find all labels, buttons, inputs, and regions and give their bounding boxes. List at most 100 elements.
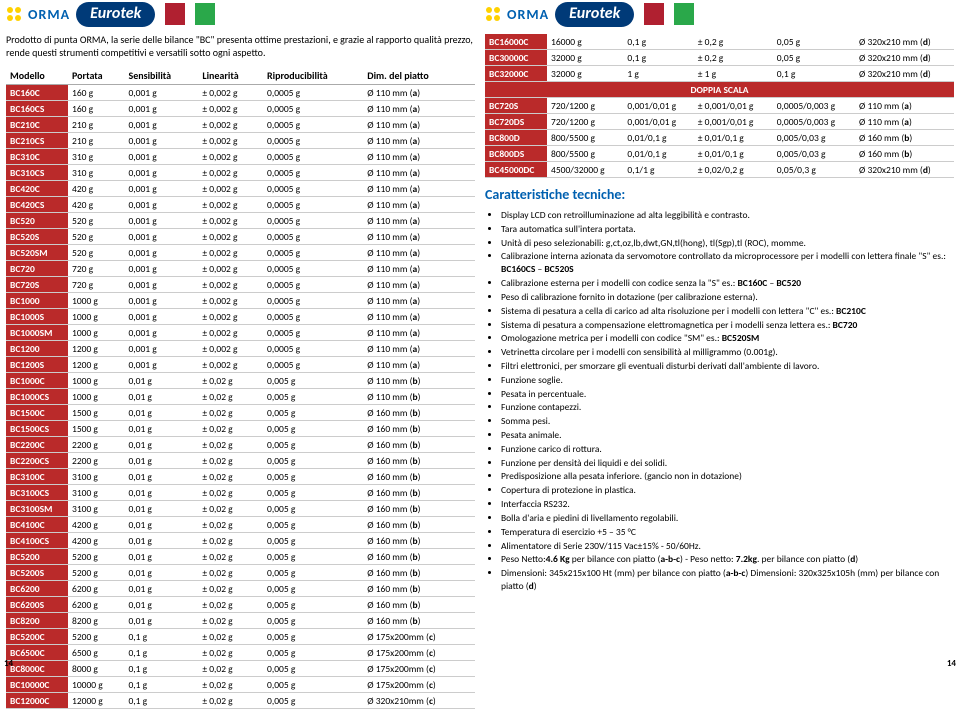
spec-cell: ± 0,002 g bbox=[198, 213, 263, 229]
spec-cell: 0,1 g bbox=[623, 50, 693, 66]
spec-cell: 0,001 g bbox=[124, 309, 198, 325]
model-cell: BC10000C bbox=[6, 677, 68, 693]
spec-table-left: ModelloPortataSensibilitàLinearitàRiprod… bbox=[6, 67, 475, 709]
spec-cell: 1500 g bbox=[68, 421, 124, 437]
spec-cell: 2200 g bbox=[68, 437, 124, 453]
table-row: BC420C420 g0,001 g± 0,002 g0,0005 gØ 110… bbox=[6, 181, 475, 197]
feature-item: Calibrazione esterna per i modelli con c… bbox=[501, 277, 954, 290]
table-row: BC210CS210 g0,001 g± 0,002 g0,0005 gØ 11… bbox=[6, 133, 475, 149]
spec-cell: ± 1 g bbox=[694, 66, 773, 82]
spec-cell: 0,0005 g bbox=[263, 213, 363, 229]
spec-cell: 0,005 g bbox=[263, 693, 363, 709]
page: ORMA Eurotek Prodotto di punta ORMA, la … bbox=[0, 0, 960, 709]
table-row: BC30000C32000 g0,1 g± 0,2 g0,05 gØ 320x2… bbox=[485, 50, 954, 66]
model-cell: BC1200 bbox=[6, 341, 68, 357]
spec-cell: 0,001 g bbox=[124, 133, 198, 149]
spec-cell: Ø 110 mm (a) bbox=[363, 357, 475, 373]
model-cell: BC5200S bbox=[6, 565, 68, 581]
spec-cell: ± 0,002 g bbox=[198, 117, 263, 133]
spec-cell: Ø 110 mm (b) bbox=[363, 389, 475, 405]
red-badge-icon bbox=[165, 3, 185, 25]
spec-cell: 0,1 g bbox=[124, 645, 198, 661]
spec-cell: 2200 g bbox=[68, 453, 124, 469]
model-cell: BC1500C bbox=[6, 405, 68, 421]
model-cell: BC1000CS bbox=[6, 389, 68, 405]
spec-cell: 32000 g bbox=[547, 50, 623, 66]
spec-cell: Ø 110 mm (a) bbox=[855, 98, 954, 114]
feature-item: Omologazione metrica per i modelli con c… bbox=[501, 332, 954, 345]
model-cell: BC310C bbox=[6, 149, 68, 165]
model-cell: BC5200C bbox=[6, 629, 68, 645]
table-row: BC6200S6200 g0,01 g± 0,02 g0,005 gØ 160 … bbox=[6, 597, 475, 613]
spec-cell: 0,0005 g bbox=[263, 197, 363, 213]
model-cell: BC800D bbox=[485, 130, 547, 146]
spec-cell: 520 g bbox=[68, 229, 124, 245]
table-row: BC8000C8000 g0,1 g± 0,02 g0,005 gØ 175x2… bbox=[6, 661, 475, 677]
spec-cell: 0,1 g bbox=[623, 34, 693, 50]
table-row: BC160CS160 g0,001 g± 0,002 g0,0005 gØ 11… bbox=[6, 101, 475, 117]
spec-cell: ± 0,002 g bbox=[198, 229, 263, 245]
spec-cell: Ø 175x200mm (c) bbox=[363, 645, 475, 661]
model-cell: BC520 bbox=[6, 213, 68, 229]
col-header: Sensibilità bbox=[124, 67, 198, 85]
feature-item: Display LCD con retroilluminazione ad al… bbox=[501, 209, 954, 222]
spec-cell: Ø 160 mm (b) bbox=[363, 501, 475, 517]
spec-cell: 0,001 g bbox=[124, 341, 198, 357]
spec-cell: ± 0,002 g bbox=[198, 261, 263, 277]
spec-cell: ± 0,01/0,1 g bbox=[694, 146, 773, 162]
table-row: BC1500C1500 g0,01 g± 0,02 g0,005 gØ 160 … bbox=[6, 405, 475, 421]
spec-cell: 10000 g bbox=[68, 677, 124, 693]
table-row: BC2200C2200 g0,01 g± 0,02 g0,005 gØ 160 … bbox=[6, 437, 475, 453]
spec-cell: ± 0,02/0,2 g bbox=[694, 162, 773, 178]
feature-item: Interfaccia RS232. bbox=[501, 498, 954, 511]
spec-cell: 0,001 g bbox=[124, 325, 198, 341]
brand-banner-left: ORMA Eurotek bbox=[6, 0, 475, 28]
table-row: BC520520 g0,001 g± 0,002 g0,0005 gØ 110 … bbox=[6, 213, 475, 229]
section-divider-row: DOPPIA SCALA bbox=[485, 82, 954, 98]
left-column: ORMA Eurotek Prodotto di punta ORMA, la … bbox=[6, 0, 475, 709]
spec-cell: ± 0,02 g bbox=[198, 485, 263, 501]
spec-cell: 0,005 g bbox=[263, 581, 363, 597]
spec-cell: 160 g bbox=[68, 85, 124, 101]
spec-cell: 0,005 g bbox=[263, 453, 363, 469]
model-cell: BC3100SM bbox=[6, 501, 68, 517]
table-row: BC2200CS2200 g0,01 g± 0,02 g0,005 gØ 160… bbox=[6, 453, 475, 469]
model-cell: BC32000C bbox=[485, 66, 547, 82]
spec-cell: ± 0,002 g bbox=[198, 341, 263, 357]
spec-cell: 0,001 g bbox=[124, 293, 198, 309]
col-header: Linearità bbox=[198, 67, 263, 85]
spec-cell: 1000 g bbox=[68, 325, 124, 341]
feature-item: Funzione soglie. bbox=[501, 374, 954, 387]
spec-cell: 0,001 g bbox=[124, 165, 198, 181]
features-list: Display LCD con retroilluminazione ad al… bbox=[485, 209, 954, 593]
spec-cell: Ø 110 mm (a) bbox=[363, 293, 475, 309]
spec-cell: ± 0,02 g bbox=[198, 469, 263, 485]
spec-cell: 720 g bbox=[68, 261, 124, 277]
table-row: BC3100SM3100 g0,01 g± 0,02 g0,005 gØ 160… bbox=[6, 501, 475, 517]
feature-item: Funzione contapezzi. bbox=[501, 401, 954, 414]
spec-cell: 0,001/0,01 g bbox=[623, 114, 693, 130]
spec-cell: 0,1 g bbox=[124, 677, 198, 693]
table-row: BC1200S1200 g0,001 g± 0,002 g0,0005 gØ 1… bbox=[6, 357, 475, 373]
spec-cell: 0,0005 g bbox=[263, 229, 363, 245]
spec-cell: Ø 110 mm (a) bbox=[363, 229, 475, 245]
table-row: BC1000S1000 g0,001 g± 0,002 g0,0005 gØ 1… bbox=[6, 309, 475, 325]
spec-cell: 420 g bbox=[68, 181, 124, 197]
spec-cell: 6200 g bbox=[68, 597, 124, 613]
right-column: ORMA Eurotek BC16000C16000 g0,1 g± 0,2 g… bbox=[485, 0, 954, 709]
spec-cell: ± 0,02 g bbox=[198, 549, 263, 565]
green-badge-icon bbox=[674, 3, 694, 25]
spec-cell: ± 0,002 g bbox=[198, 293, 263, 309]
spec-cell: 0,005 g bbox=[263, 677, 363, 693]
table-row: BC12001200 g0,001 g± 0,002 g0,0005 gØ 11… bbox=[6, 341, 475, 357]
model-cell: BC1000C bbox=[6, 373, 68, 389]
spec-cell: 0,001 g bbox=[124, 245, 198, 261]
table-row: BC310C310 g0,001 g± 0,002 g0,0005 gØ 110… bbox=[6, 149, 475, 165]
spec-cell: 0,0005 g bbox=[263, 149, 363, 165]
spec-cell: Ø 110 mm (a) bbox=[363, 181, 475, 197]
spec-cell: Ø 110 mm (a) bbox=[363, 325, 475, 341]
spec-cell: 0,01 g bbox=[124, 485, 198, 501]
table-row: BC5200S5200 g0,01 g± 0,02 g0,005 gØ 160 … bbox=[6, 565, 475, 581]
feature-item: Unità di peso selezionabili: g,ct,oz,lb,… bbox=[501, 237, 954, 250]
spec-cell: Ø 160 mm (b) bbox=[363, 437, 475, 453]
